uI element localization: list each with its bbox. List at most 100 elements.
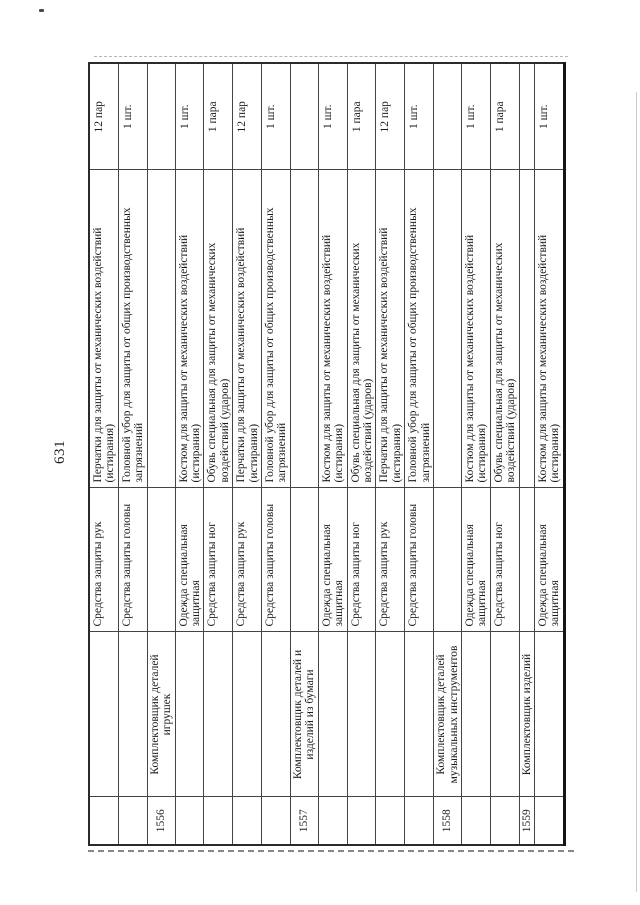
cell-issue-norm: 12 пар — [89, 63, 119, 170]
cell-issue-norm — [147, 63, 176, 170]
cell-issue-norm: 1 пара — [203, 63, 233, 170]
cell-entry-number — [375, 797, 405, 845]
cell-ppe-type — [147, 488, 176, 632]
cell-ppe-item: Головной убор для защиты от общих произв… — [261, 170, 291, 488]
ppe-norms-table: Средства защиты рук Перчатки для защиты … — [88, 62, 566, 846]
scan-artifact-top-line — [94, 56, 568, 57]
table-row: Средства защиты головы Головной убор для… — [261, 63, 291, 845]
rotated-table-area: Средства защиты рук Перчатки для защиты … — [88, 62, 566, 846]
table-row: 1558 Комплектовщик деталей музыкальных и… — [433, 63, 462, 845]
cell-entry-number — [347, 797, 376, 845]
cell-issue-norm: 1 шт. — [534, 63, 565, 170]
cell-ppe-item: Костюм для защиты от механических воздей… — [461, 170, 491, 488]
cell-ppe-item: Головной убор для защиты от общих произв… — [404, 170, 434, 488]
cell-profession — [461, 632, 491, 797]
cell-ppe-type: Средства защиты рук — [232, 488, 262, 632]
table-row: 1557 Комплектовщик деталей и изделий из … — [290, 63, 319, 845]
cell-issue-norm: 1 шт. — [261, 63, 291, 170]
cell-profession — [89, 632, 119, 797]
cell-ppe-item: Костюм для защиты от механических воздей… — [175, 170, 204, 488]
cell-profession — [347, 632, 376, 797]
table-row: Средства защиты головы Головной убор для… — [118, 63, 148, 845]
table-row: 1559 Комплектовщик изделий — [519, 63, 535, 845]
cell-ppe-item: Обувь специальная для защиты от механиче… — [347, 170, 376, 488]
cell-issue-norm: 1 шт. — [404, 63, 434, 170]
table-row: Средства защиты рук Перчатки для защиты … — [232, 63, 262, 845]
cell-entry-number — [175, 797, 204, 845]
cell-ppe-item: Перчатки для защиты от механических возд… — [375, 170, 405, 488]
cell-ppe-type: Средства защиты рук — [375, 488, 405, 632]
cell-issue-norm — [519, 63, 535, 170]
cell-entry-number: 1557 — [290, 797, 319, 845]
cell-ppe-type: Средства защиты ног — [490, 488, 520, 632]
cell-issue-norm — [290, 63, 319, 170]
cell-issue-norm: 1 шт. — [118, 63, 148, 170]
cell-entry-number — [203, 797, 233, 845]
cell-ppe-type: Средства защиты головы — [261, 488, 291, 632]
page-number: 631 — [52, 440, 68, 464]
cell-profession — [375, 632, 405, 797]
cell-ppe-item: Костюм для защиты от механических воздей… — [534, 170, 565, 488]
table-row: Одежда специальная защитная Костюм для з… — [534, 63, 565, 845]
cell-ppe-item: Обувь специальная для защиты от механиче… — [490, 170, 520, 488]
cell-ppe-type — [433, 488, 462, 632]
cell-ppe-type: Средства защиты рук — [89, 488, 119, 632]
cell-entry-number — [534, 797, 565, 845]
cell-issue-norm: 1 пара — [347, 63, 376, 170]
cell-ppe-type: Средства защиты головы — [118, 488, 148, 632]
cell-ppe-item: Головной убор для защиты от общих произв… — [118, 170, 148, 488]
scan-artifact-speck — [39, 9, 44, 12]
table-row: Одежда специальная защитная Костюм для з… — [461, 63, 491, 845]
table-row: Средства защиты головы Головной убор для… — [404, 63, 434, 845]
cell-ppe-type: Средства защиты ног — [203, 488, 233, 632]
cell-profession — [404, 632, 434, 797]
cell-ppe-type: Одежда специальная защитная — [461, 488, 491, 632]
cell-issue-norm: 12 пар — [232, 63, 262, 170]
cell-ppe-type: Одежда специальная защитная — [318, 488, 348, 632]
table-row: Средства защиты рук Перчатки для защиты … — [89, 63, 119, 845]
cell-profession — [118, 632, 148, 797]
cell-ppe-type — [290, 488, 319, 632]
cell-ppe-item — [147, 170, 176, 488]
cell-profession: Комплектовщик деталей игрушек — [147, 632, 176, 797]
cell-profession — [232, 632, 262, 797]
cell-profession — [261, 632, 291, 797]
table-row: Средства защиты рук Перчатки для защиты … — [375, 63, 405, 845]
cell-ppe-type: Одежда специальная защитная — [175, 488, 204, 632]
cell-profession — [490, 632, 520, 797]
table-row: Одежда специальная защитная Костюм для з… — [175, 63, 204, 845]
cell-ppe-item: Обувь специальная для защиты от механиче… — [203, 170, 233, 488]
cell-profession — [318, 632, 348, 797]
cell-entry-number — [232, 797, 262, 845]
cell-entry-number — [89, 797, 119, 845]
cell-ppe-item: Перчатки для защиты от механических возд… — [232, 170, 262, 488]
cell-ppe-type: Одежда специальная защитная — [534, 488, 565, 632]
cell-profession: Комплектовщик деталей и изделий из бумаг… — [290, 632, 319, 797]
cell-issue-norm: 1 шт. — [318, 63, 348, 170]
table-row: Средства защиты ног Обувь специальная дл… — [347, 63, 376, 845]
cell-entry-number — [318, 797, 348, 845]
cell-ppe-item — [290, 170, 319, 488]
cell-profession: Комплектовщик деталей музыкальных инстру… — [433, 632, 462, 797]
cell-entry-number — [461, 797, 491, 845]
cell-entry-number — [261, 797, 291, 845]
cell-ppe-item: Костюм для защиты от механических воздей… — [318, 170, 348, 488]
table-row: Средства защиты ног Обувь специальная дл… — [203, 63, 233, 845]
cell-profession: Комплектовщик изделий — [519, 632, 535, 797]
cell-entry-number: 1559 — [519, 797, 535, 845]
cell-issue-norm: 1 шт. — [461, 63, 491, 170]
cell-entry-number: 1556 — [147, 797, 176, 845]
cell-entry-number — [118, 797, 148, 845]
cell-issue-norm: 1 пара — [490, 63, 520, 170]
cell-issue-norm — [433, 63, 462, 170]
scan-artifact-page-edge — [636, 92, 637, 892]
cell-issue-norm: 1 шт. — [175, 63, 204, 170]
cell-profession — [534, 632, 565, 797]
cell-ppe-item — [519, 170, 535, 488]
cell-issue-norm: 12 пар — [375, 63, 405, 170]
table-row: Одежда специальная защитная Костюм для з… — [318, 63, 348, 845]
cell-entry-number — [404, 797, 434, 845]
cell-ppe-type: Средства защиты ног — [347, 488, 376, 632]
cell-profession — [203, 632, 233, 797]
cell-ppe-item — [433, 170, 462, 488]
